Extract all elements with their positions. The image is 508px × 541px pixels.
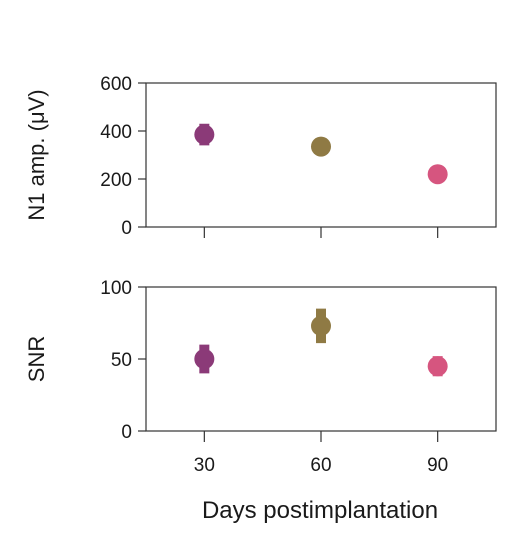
panel-n1-y-tick-label-1: 200 — [100, 170, 132, 191]
panel-n1-y-tick-label-0: 0 — [121, 218, 132, 239]
panel-n1-ylabel: N1 amp. (μV) — [24, 89, 49, 220]
panel-n1-y-tick-label-3: 600 — [100, 74, 132, 95]
x-tick-labels: 30 60 90 — [194, 455, 448, 476]
panel-snr-y-ticks: 0 50 100 — [100, 278, 146, 443]
panel-n1-x-ticks — [203, 227, 439, 238]
panel-snr-point-0 — [194, 349, 215, 369]
panel-snr-points — [194, 308, 448, 377]
panel-n1-point-2 — [427, 164, 448, 185]
panel-n1-amplitude: 0 200 400 600 N1 amp. (μV) — [24, 74, 497, 239]
panel-n1-point-1 — [311, 136, 331, 157]
panel-n1-points — [194, 123, 448, 185]
panel-snr-y-tick-label-0: 0 — [121, 422, 132, 443]
x-tick-label-1: 60 — [310, 455, 331, 476]
x-tick-label-2: 90 — [427, 455, 448, 476]
x-axis-label: Days postimplantation — [202, 497, 438, 524]
x-tick-label-0: 30 — [194, 455, 215, 476]
panel-snr-point-2 — [427, 356, 448, 377]
panel-n1-y-tick-label-2: 400 — [100, 122, 132, 143]
panel-snr: 0 50 100 SNR 30 60 90 — [24, 278, 497, 476]
panel-snr-x-ticks — [203, 431, 439, 442]
panel-snr-point-1 — [311, 315, 331, 336]
panel-snr-y-tick-label-1: 50 — [111, 350, 132, 371]
panel-snr-ylabel: SNR — [24, 336, 49, 382]
panel-n1-point-0 — [194, 124, 215, 145]
panel-n1-y-ticks: 0 200 400 600 — [100, 74, 146, 239]
panel-snr-y-tick-label-2: 100 — [100, 278, 132, 299]
